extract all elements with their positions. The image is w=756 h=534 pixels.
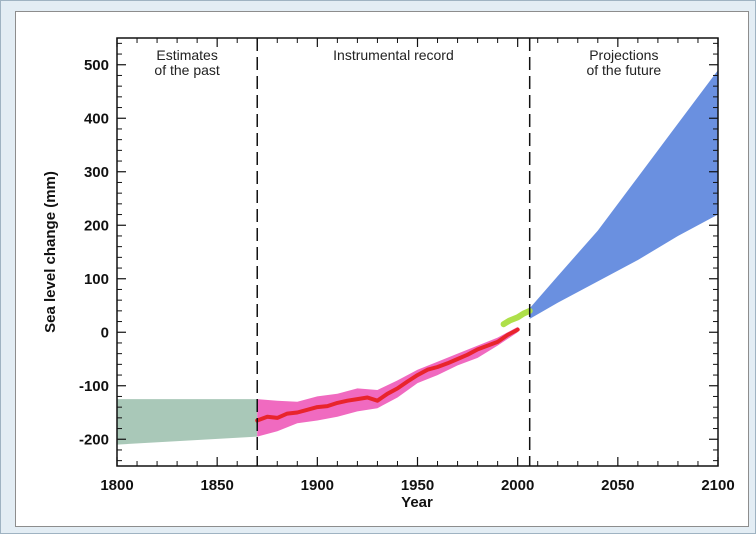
y-tick-label: -100 bbox=[79, 378, 109, 395]
bands-layer bbox=[117, 70, 718, 445]
x-tick-label: 2000 bbox=[501, 477, 534, 494]
y-tick-label: 400 bbox=[84, 110, 109, 127]
period-label-line: of the future bbox=[586, 62, 661, 78]
period-label-1: Instrumental record bbox=[333, 47, 454, 63]
y-tick-label: 100 bbox=[84, 271, 109, 288]
y-tick-label: -200 bbox=[79, 431, 109, 448]
y-tick-label: 200 bbox=[84, 217, 109, 234]
lines-layer bbox=[255, 307, 533, 423]
tick-layer bbox=[116, 38, 719, 466]
x-tick-label: 1850 bbox=[200, 477, 233, 494]
projection-band bbox=[529, 70, 718, 319]
period-label-2: Projections of the future bbox=[586, 47, 661, 78]
past-estimate-band bbox=[117, 399, 258, 445]
x-axis-title: Year bbox=[401, 494, 433, 511]
x-tick-label: 1900 bbox=[301, 477, 334, 494]
period-label-line: Estimates bbox=[156, 47, 217, 63]
x-tick-label: 2100 bbox=[701, 477, 734, 494]
period-label-line: Instrumental record bbox=[333, 47, 454, 63]
period-label-line: of the past bbox=[154, 62, 219, 78]
x-tick-label: 1950 bbox=[401, 477, 434, 494]
instrumental-uncertainty-band bbox=[257, 326, 518, 437]
x-tick-label: 1800 bbox=[100, 477, 133, 494]
divider-layer bbox=[256, 38, 531, 466]
period-label-0: Estimates of the past bbox=[154, 47, 219, 78]
series-line-1 bbox=[500, 307, 533, 328]
label-layer: 1800 1850 1900 1950 2000 2050 2100 -200 -100 0 100… bbox=[79, 47, 735, 494]
series-line-0 bbox=[255, 327, 520, 423]
y-axis-title: Sea level change (mm) bbox=[42, 171, 59, 333]
x-tick-label: 2050 bbox=[601, 477, 634, 494]
period-label-line: Projections bbox=[589, 47, 658, 63]
y-tick-label: 300 bbox=[84, 164, 109, 181]
y-tick-label: 500 bbox=[84, 57, 109, 74]
y-tick-label: 0 bbox=[101, 324, 109, 341]
